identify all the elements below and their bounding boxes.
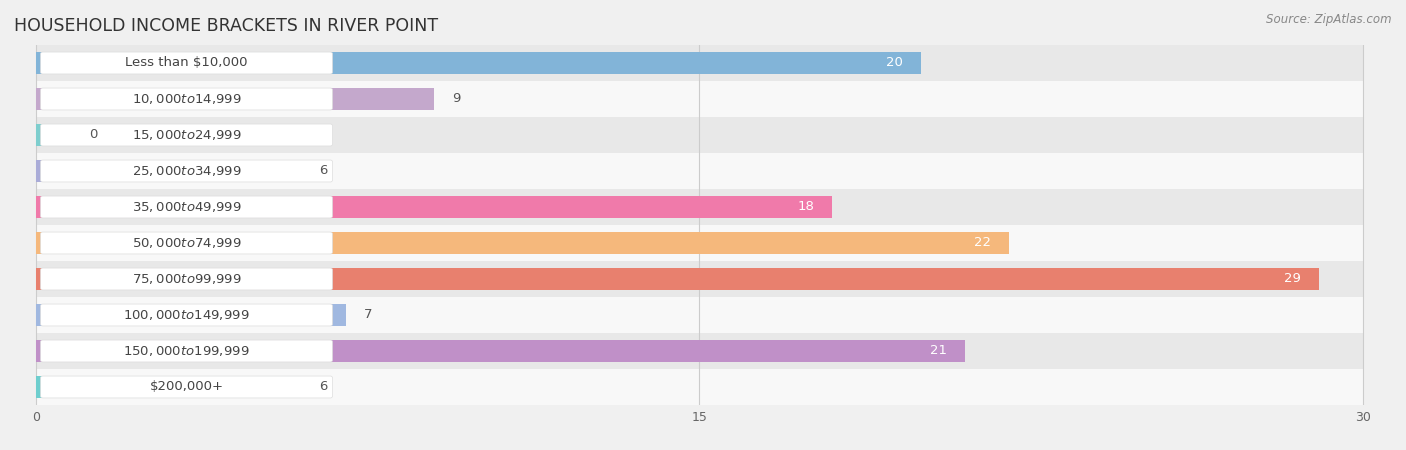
Text: $10,000 to $14,999: $10,000 to $14,999 [132, 92, 242, 106]
Bar [37, 369, 1362, 405]
Text: 9: 9 [451, 93, 460, 105]
FancyBboxPatch shape [41, 376, 332, 398]
Text: 18: 18 [797, 201, 814, 213]
Text: $15,000 to $24,999: $15,000 to $24,999 [132, 128, 242, 142]
Text: 0: 0 [89, 129, 97, 141]
Text: Less than $10,000: Less than $10,000 [125, 57, 247, 69]
Bar [37, 333, 1362, 369]
Text: HOUSEHOLD INCOME BRACKETS IN RIVER POINT: HOUSEHOLD INCOME BRACKETS IN RIVER POINT [14, 17, 439, 35]
Text: $150,000 to $199,999: $150,000 to $199,999 [124, 344, 250, 358]
Bar [37, 376, 301, 398]
Text: 20: 20 [886, 57, 903, 69]
Text: $50,000 to $74,999: $50,000 to $74,999 [132, 236, 242, 250]
Bar [37, 232, 1010, 254]
Text: 7: 7 [363, 309, 373, 321]
Bar [37, 117, 1362, 153]
Text: Source: ZipAtlas.com: Source: ZipAtlas.com [1267, 14, 1392, 27]
Bar [37, 340, 965, 362]
Text: 22: 22 [974, 237, 991, 249]
FancyBboxPatch shape [41, 196, 332, 218]
Bar [37, 196, 832, 218]
Bar [37, 261, 1362, 297]
Bar [37, 153, 1362, 189]
Text: $75,000 to $99,999: $75,000 to $99,999 [132, 272, 242, 286]
Bar [37, 189, 1362, 225]
Bar [37, 45, 1362, 81]
Bar [37, 88, 434, 110]
Text: $100,000 to $149,999: $100,000 to $149,999 [124, 308, 250, 322]
Bar [37, 81, 1362, 117]
FancyBboxPatch shape [41, 232, 332, 254]
FancyBboxPatch shape [41, 268, 332, 290]
Bar [37, 225, 1362, 261]
Text: $35,000 to $49,999: $35,000 to $49,999 [132, 200, 242, 214]
Bar [37, 124, 72, 146]
Bar [37, 268, 1319, 290]
Text: $25,000 to $34,999: $25,000 to $34,999 [132, 164, 242, 178]
Bar [37, 297, 1362, 333]
FancyBboxPatch shape [41, 304, 332, 326]
Text: 6: 6 [319, 381, 328, 393]
Text: 21: 21 [931, 345, 948, 357]
Bar [37, 52, 921, 74]
FancyBboxPatch shape [41, 88, 332, 110]
Text: 6: 6 [319, 165, 328, 177]
FancyBboxPatch shape [41, 340, 332, 362]
FancyBboxPatch shape [41, 124, 332, 146]
FancyBboxPatch shape [41, 52, 332, 74]
Bar [37, 304, 346, 326]
Bar [37, 160, 301, 182]
Text: $200,000+: $200,000+ [149, 381, 224, 393]
Text: 29: 29 [1284, 273, 1301, 285]
FancyBboxPatch shape [41, 160, 332, 182]
